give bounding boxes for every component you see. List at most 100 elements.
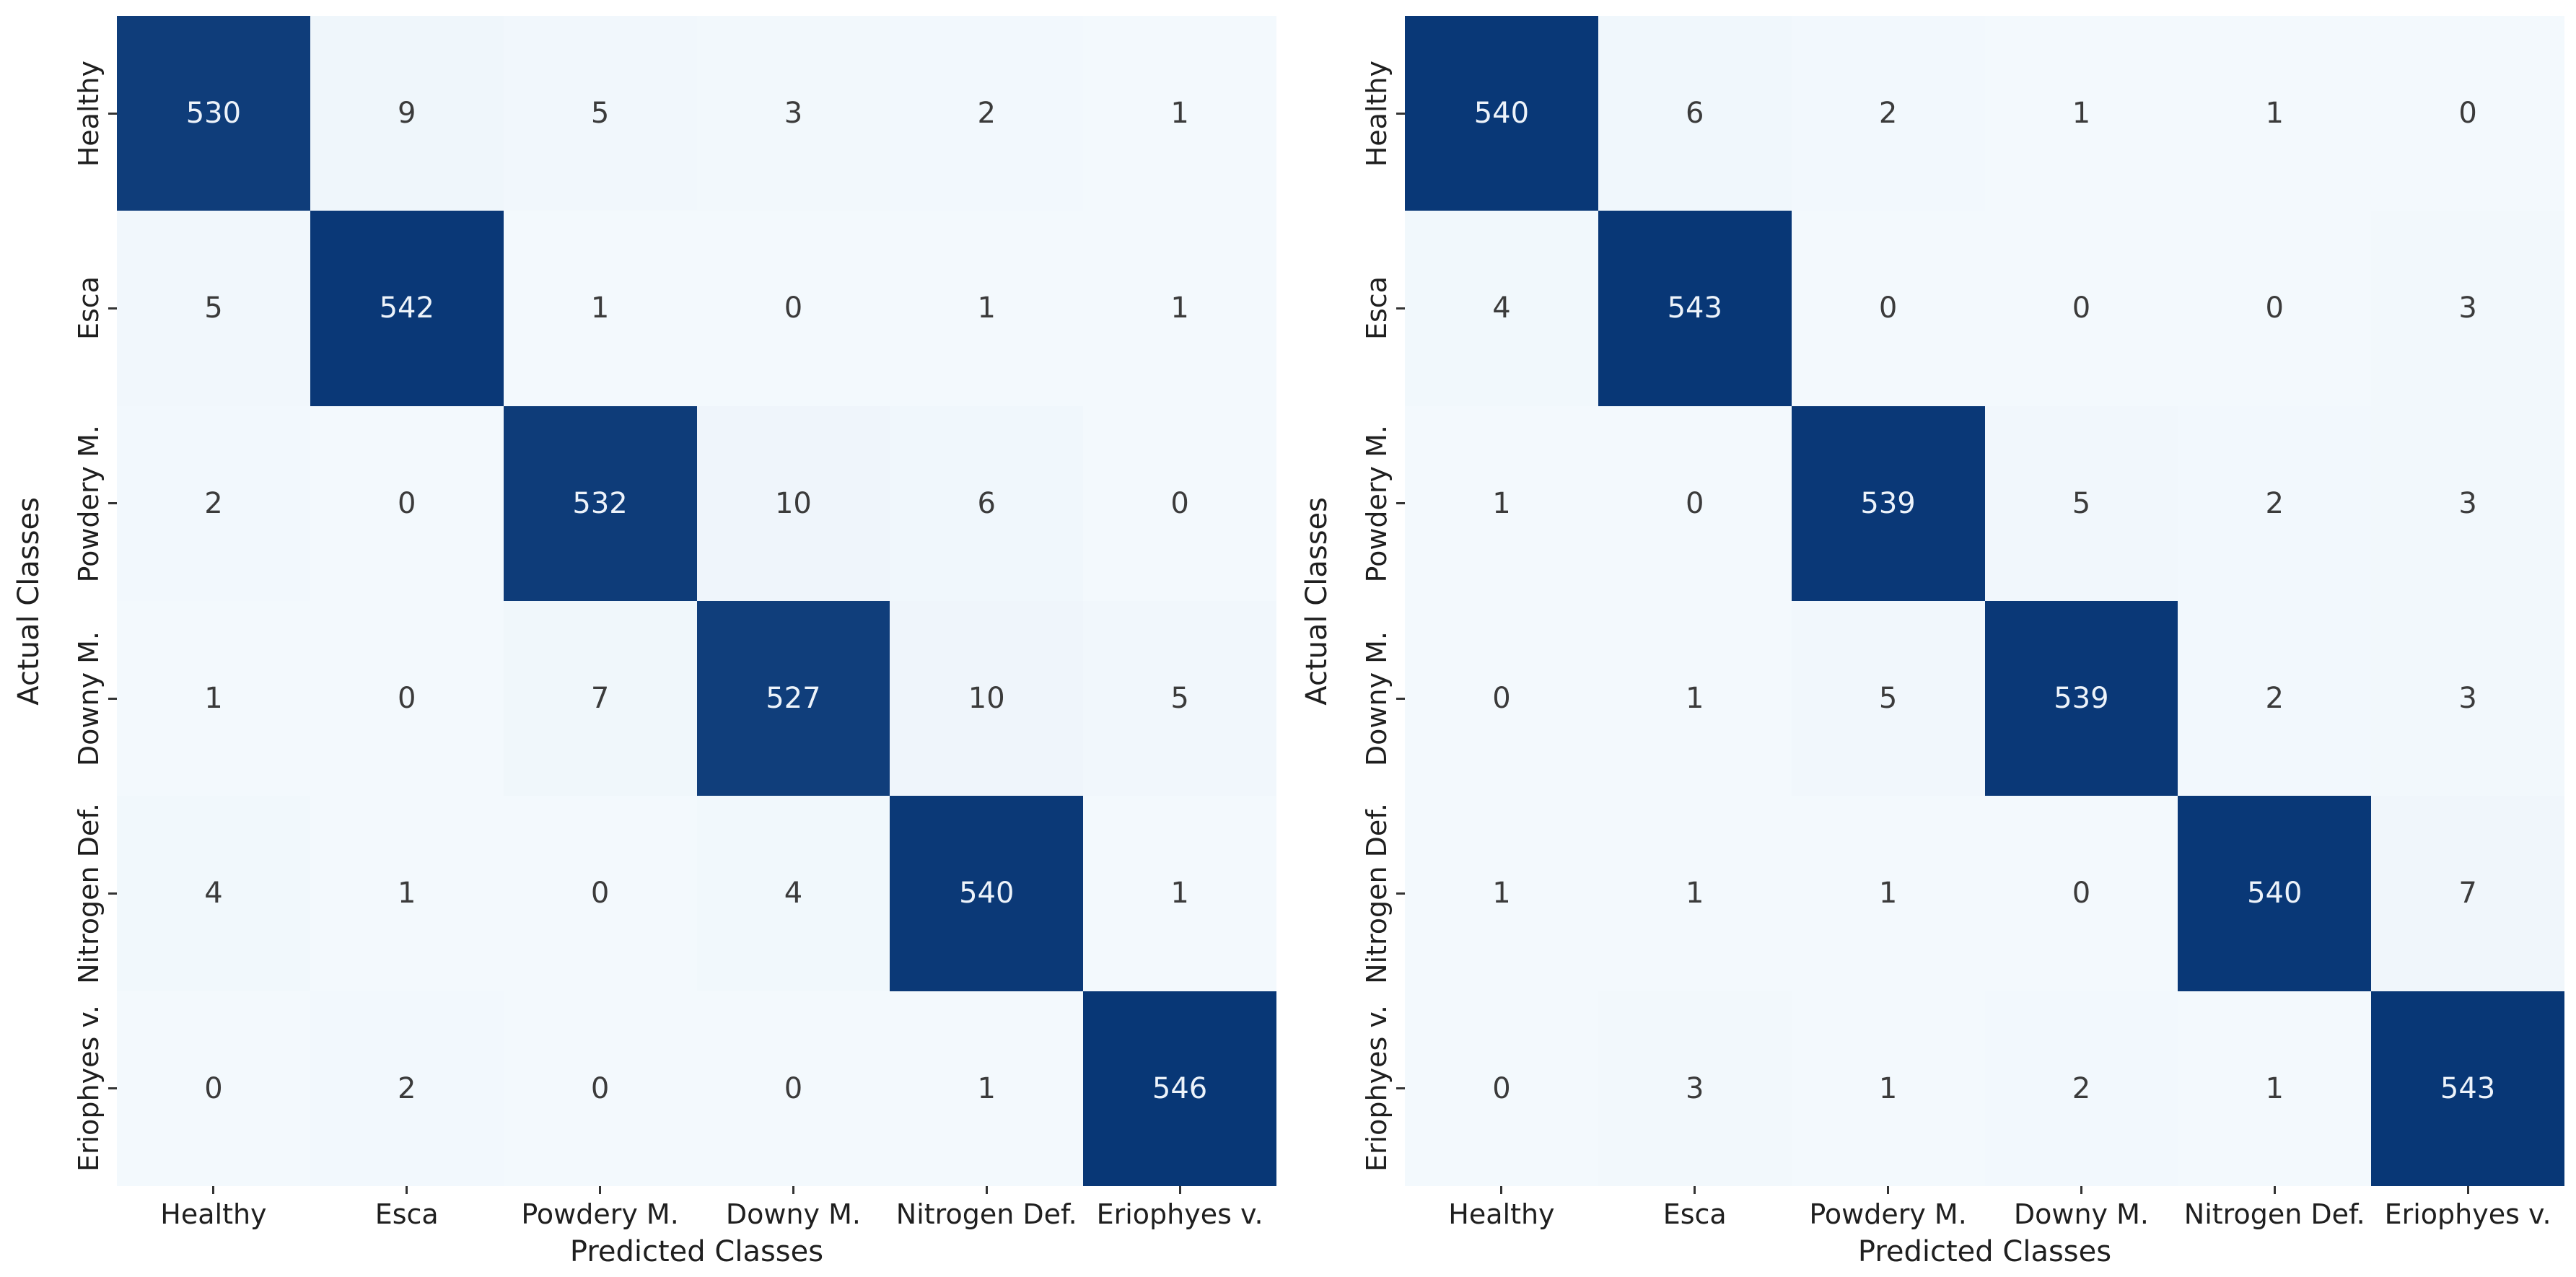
heatmap-cell-r4-c0: 4 [117,796,310,991]
heatmap-cell-r4-c1: 1 [310,796,504,991]
col-label: Healthy [117,1186,310,1231]
col-label: Nitrogen Def. [890,1186,1083,1231]
x-tick-mark [599,1186,602,1194]
col-label-text: Nitrogen Def. [2183,1198,2365,1230]
col-label: Downy M. [697,1186,890,1231]
heatmap-cell-r1-c0: 4 [1405,211,1598,406]
heatmap-cell-r1-c4: 0 [2178,211,2372,406]
col-label-text: Nitrogen Def. [895,1198,1077,1230]
heatmap-cell-r0-c5: 1 [1083,16,1276,211]
heatmap-cell-r0-c1: 6 [1598,16,1792,211]
col-label: Esca [1598,1186,1792,1231]
col-label-text: Esca [374,1198,439,1230]
col-label-text: Powdery M. [1809,1198,1967,1230]
x-tick-mark [1178,1186,1181,1194]
y-tick-mark [1396,1087,1405,1090]
heatmap-cell-r5-c0: 0 [117,991,310,1186]
x-tick-mark [1887,1186,1890,1194]
x-axis-title: Predicted Classes [569,1235,824,1268]
heatmap-cell-r0-c0: 530 [117,16,310,211]
x-tick-mark [985,1186,988,1194]
row-labels: Healthy Esca Powdery M. Downy M. Nitrogen De… [1343,16,1405,1186]
heatmap-cell-r2-c3: 10 [696,405,890,601]
heatmap-cell-r1-c5: 1 [1083,211,1276,406]
x-tick-mark [2080,1186,2082,1194]
heatmap-cell-r4-c3: 4 [696,796,890,991]
col-label-text: Healthy [160,1198,267,1230]
col-labels: Healthy Esca Powdery M. Downy M. Nitrogen De… [117,1186,1276,1231]
heatmap-cell-r3-c5: 3 [2371,601,2564,797]
row-label-text: Esca [1361,276,1393,341]
heatmap-cell-r3-c2: 7 [503,601,697,797]
row-label-text: Nitrogen Def. [73,803,105,984]
row-label: Eriophyes v. [55,991,117,1186]
heatmap-cell-r5-c1: 3 [1598,991,1792,1186]
row-label: Eriophyes v. [1343,991,1405,1186]
y-tick-mark [108,1087,117,1090]
x-tick-mark [406,1186,408,1194]
heatmap-cell-r5-c3: 0 [696,991,890,1186]
heatmap-cell-r3-c2: 5 [1791,601,1985,797]
row-label-text: Healthy [1361,60,1393,167]
heatmap-cell-r4-c3: 0 [1984,796,2178,991]
row-label-text: Healthy [73,60,105,167]
col-label: Powdery M. [1792,1186,1985,1231]
x-tick-mark [1694,1186,1696,1194]
y-tick-mark [108,892,117,895]
heatmap-cell-r1-c3: 0 [1984,211,2178,406]
x-axis-title: Predicted Classes [1857,1235,2112,1268]
row-label-text: Powdery M. [1361,424,1393,583]
heatmap-cell-r3-c3: 527 [696,601,890,797]
y-tick-mark [1396,892,1405,895]
y-axis-title: Actual Classes [1291,16,1343,1186]
heatmap-cell-r3-c0: 1 [117,601,310,797]
heatmap-cell-r2-c1: 0 [1598,405,1792,601]
heatmap-cell-r2-c5: 0 [1083,405,1276,601]
row-label: Esca [55,211,117,405]
x-tick-mark [2273,1186,2276,1194]
heatmap-cell-r5-c0: 0 [1405,991,1598,1186]
row-label-text: Esca [73,276,105,341]
x-tick-mark [212,1186,215,1194]
col-label-text: Powdery M. [521,1198,679,1230]
heatmap-cell-r5-c5: 546 [1083,991,1276,1186]
col-label-text: Downy M. [2013,1198,2149,1230]
heatmap-cell-r0-c4: 2 [890,16,1084,211]
col-label: Powdery M. [504,1186,697,1231]
heatmap-cell-r0-c5: 0 [2371,16,2564,211]
heatmap-cell-r0-c4: 1 [2178,16,2372,211]
confusion-matrix-panel-right: Actual Classes Healthy Esca Powdery M. Down… [1288,0,2576,1277]
confusion-matrix-panel-left: Actual Classes Healthy Esca Powdery M. Down… [12,16,1276,1268]
row-label: Healthy [1343,16,1405,211]
col-label-text: Esca [1662,1198,1727,1230]
heatmap-cell-r1-c4: 1 [890,211,1084,406]
heatmap-cell-r4-c0: 1 [1405,796,1598,991]
row-label-text: Downy M. [1361,631,1393,766]
heatmap-cell-r3-c4: 2 [2178,601,2372,797]
col-label: Eriophyes v. [2371,1186,2564,1231]
heatmap-cell-r4-c5: 1 [1083,796,1276,991]
y-tick-mark [108,307,117,310]
heatmap-cell-r1-c1: 543 [1598,211,1792,406]
row-label: Healthy [55,16,117,211]
col-label-text: Eriophyes v. [2384,1198,2551,1230]
row-label: Powdery M. [55,406,117,601]
heatmap-cell-r4-c1: 1 [1598,796,1792,991]
heatmap-cell-r2-c3: 5 [1984,405,2178,601]
heatmap-cell-r0-c3: 3 [696,16,890,211]
heatmap-cell-r0-c2: 2 [1791,16,1985,211]
y-tick-mark [1396,697,1405,700]
heatmap-cell-r2-c1: 0 [310,405,504,601]
heatmap-cell-r4-c5: 7 [2371,796,2564,991]
heatmap-cell-r4-c4: 540 [890,796,1084,991]
row-label-text: Eriophyes v. [73,1005,105,1172]
heatmap-cell-r1-c2: 1 [503,211,697,406]
row-label: Downy M. [1343,601,1405,796]
heatmap-cell-r1-c0: 5 [117,211,310,406]
heatmap-cell-r3-c4: 10 [890,601,1084,797]
heatmap-cell-r5-c1: 2 [310,991,504,1186]
y-tick-mark [108,697,117,700]
heatmap-cell-r0-c3: 1 [1984,16,2178,211]
col-label-text: Healthy [1448,1198,1555,1230]
heatmap-cell-r0-c1: 9 [310,16,504,211]
